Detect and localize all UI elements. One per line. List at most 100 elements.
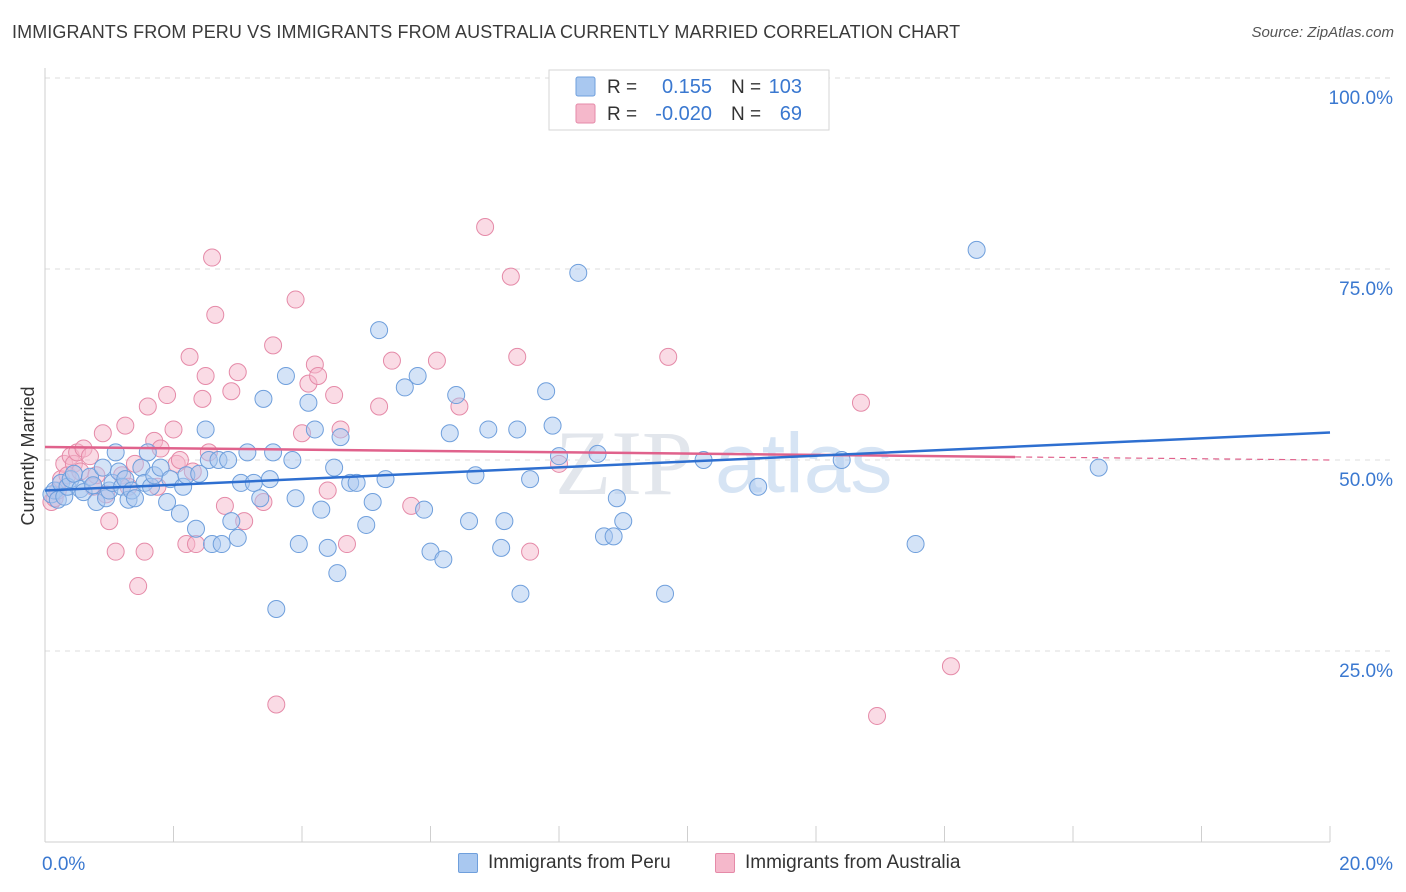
data-point-australia	[476, 217, 495, 236]
legend-r-value: 0.155	[662, 76, 712, 98]
data-point-peru	[508, 420, 527, 439]
data-point-peru	[479, 420, 498, 439]
data-point-peru	[460, 512, 479, 531]
data-point-australia	[180, 347, 199, 366]
data-point-australia	[164, 420, 183, 439]
data-point-australia	[222, 382, 241, 401]
tick-labels: 25.0% 50.0% 75.0% 100.0% 0.0% 20.0%	[42, 88, 1393, 875]
data-point-peru	[276, 366, 295, 385]
series-peru-points	[42, 240, 1108, 618]
data-point-peru	[347, 473, 366, 492]
y-tick-label: 50.0%	[1339, 470, 1393, 491]
y-tick-label: 25.0%	[1339, 661, 1393, 682]
data-point-australia	[228, 363, 247, 382]
data-point-australia	[196, 366, 215, 385]
y-axis-label: Currently Married	[18, 386, 38, 525]
data-point-australia	[100, 512, 119, 531]
legend-item-peru[interactable]: Immigrants from Peru	[458, 852, 671, 874]
data-point-peru	[395, 378, 414, 397]
watermark-atlas: atlas	[715, 416, 892, 510]
legend-r-label: R =	[607, 104, 637, 125]
legend-item-australia[interactable]: Immigrants from Australia	[715, 852, 960, 874]
data-point-peru	[1089, 458, 1108, 477]
source-credit: Source: ZipAtlas.com	[1251, 24, 1394, 41]
data-point-australia	[659, 347, 678, 366]
data-point-peru	[254, 389, 273, 408]
data-point-peru	[106, 443, 125, 462]
bottom-legend: Immigrants from Peru Immigrants from Aus…	[0, 852, 1406, 878]
data-point-peru	[299, 393, 318, 412]
data-point-peru	[408, 366, 427, 385]
legend-label-australia: Immigrants from Australia	[745, 852, 961, 873]
trend-line-peru	[44, 431, 1331, 492]
data-point-australia	[193, 389, 212, 408]
chart-title: IMMIGRANTS FROM PERU VS IMMIGRANTS FROM …	[12, 22, 961, 42]
data-point-peru	[228, 528, 247, 547]
data-point-peru	[370, 321, 389, 340]
grid-lines	[45, 77, 1392, 652]
data-point-australia	[138, 397, 157, 416]
legend-n-label: N =	[731, 77, 761, 98]
data-point-australia	[508, 347, 527, 366]
data-point-peru	[64, 464, 83, 483]
data-point-australia	[106, 542, 125, 561]
legend-frame	[548, 69, 830, 131]
data-point-peru	[447, 386, 466, 405]
data-point-peru	[305, 420, 324, 439]
legend-label-peru: Immigrants from Peru	[488, 852, 671, 873]
data-point-australia	[427, 351, 446, 370]
data-point-peru	[511, 584, 530, 603]
data-point-australia	[186, 535, 205, 554]
data-point-peru	[286, 489, 305, 508]
data-point-peru	[537, 382, 556, 401]
legend-n-value: 103	[769, 76, 802, 98]
data-point-australia	[325, 386, 344, 405]
data-point-peru	[289, 535, 308, 554]
data-point-peru	[521, 470, 540, 489]
data-point-australia	[370, 397, 389, 416]
data-point-australia	[267, 695, 286, 714]
data-point-peru	[158, 493, 177, 512]
trend-lines	[44, 431, 1331, 492]
data-point-peru	[440, 424, 459, 443]
data-point-peru	[264, 443, 283, 462]
data-point-peru	[415, 500, 434, 519]
legend-r-value: -0.020	[655, 103, 712, 125]
data-point-peru	[434, 550, 453, 569]
data-point-peru	[138, 443, 157, 462]
legend-swatch-australia	[715, 853, 735, 873]
data-point-australia	[851, 393, 870, 412]
data-point-peru	[170, 504, 189, 523]
data-point-australia	[170, 451, 189, 469]
data-point-peru	[967, 240, 986, 259]
trend-line-australia	[44, 445, 1016, 459]
data-point-australia	[264, 336, 283, 355]
data-point-peru	[238, 443, 257, 462]
data-point-peru	[357, 515, 376, 534]
data-point-australia	[129, 577, 148, 596]
data-point-peru	[267, 599, 286, 618]
trend-line-australia-extension	[1015, 456, 1331, 461]
legend-n-value: 69	[780, 103, 802, 125]
data-point-peru	[125, 489, 144, 508]
legend-swatch-peru	[458, 853, 478, 873]
correlation-legend: R = 0.155 N = 103 R = -0.020 N = 69	[548, 69, 830, 131]
data-point-peru	[906, 535, 925, 554]
data-point-peru	[190, 464, 209, 483]
data-point-peru	[363, 493, 382, 512]
data-point-peru	[492, 538, 511, 557]
data-point-peru	[331, 428, 350, 447]
data-point-peru	[495, 512, 514, 531]
data-point-australia	[116, 416, 135, 435]
x-tick-label: 20.0%	[1339, 854, 1393, 875]
data-point-peru	[543, 416, 562, 435]
data-point-peru	[607, 489, 626, 508]
data-point-peru	[312, 500, 331, 519]
data-point-australia	[135, 542, 154, 561]
data-point-peru	[328, 564, 347, 583]
data-point-peru	[749, 477, 768, 496]
data-point-australia	[286, 290, 305, 309]
data-point-peru	[222, 512, 241, 531]
y-tick-label: 100.0%	[1329, 88, 1394, 109]
